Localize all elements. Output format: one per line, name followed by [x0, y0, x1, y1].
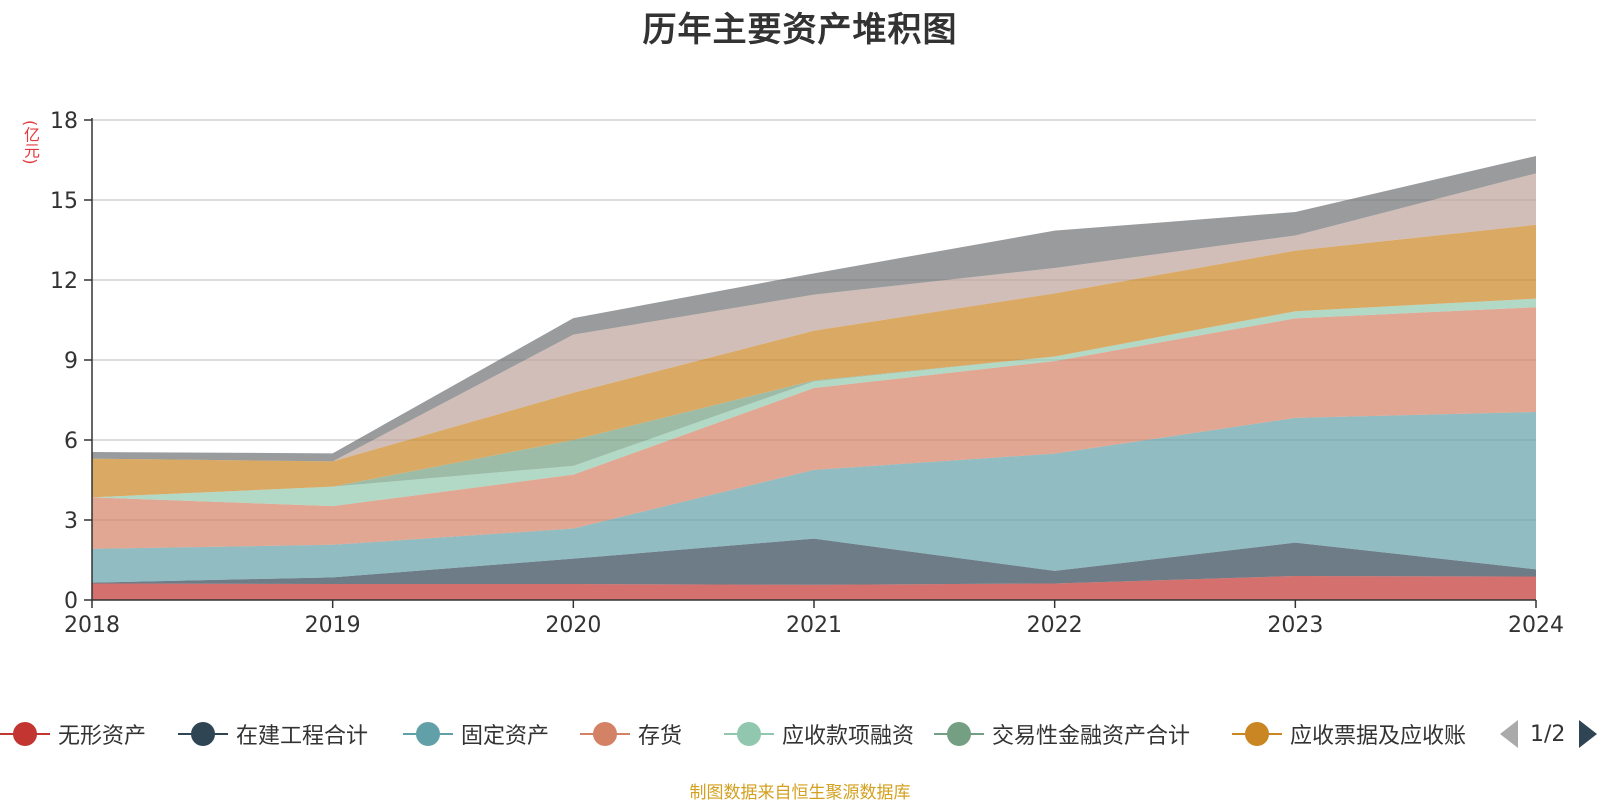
- legend-item[interactable]: 应收票据及应收账: [1232, 714, 1466, 754]
- legend-item[interactable]: 在建工程合计: [178, 714, 368, 754]
- legend-marker-icon: [1232, 714, 1282, 754]
- legend-marker-icon: [178, 714, 228, 754]
- chart-title: 历年主要资产堆积图: [642, 10, 958, 50]
- legend-item[interactable]: 无形资产: [0, 714, 146, 754]
- y-tick-label: 12: [50, 269, 78, 294]
- y-tick-label: 3: [64, 509, 78, 534]
- x-tick-label: 2023: [1267, 613, 1323, 638]
- legend-next-page-icon[interactable]: [1579, 720, 1598, 748]
- legend-label: 应收款项融资: [782, 724, 915, 749]
- legend-marker-dot: [737, 722, 761, 746]
- x-tick-label: 2021: [786, 613, 842, 638]
- legend-page-indicator: 1/2: [1530, 721, 1566, 747]
- area-series-8: [92, 156, 1536, 462]
- legend-label: 在建工程合计: [236, 724, 369, 749]
- area-series-3: [92, 307, 1536, 549]
- x-tick-label: 2022: [1027, 613, 1083, 638]
- area-series-6: [92, 224, 1536, 498]
- legend-marker-dot: [13, 722, 37, 746]
- y-axis-unit-label: (亿元): [21, 120, 40, 165]
- legend-label: 固定资产: [461, 724, 550, 749]
- stacked-area-chart: 0 3 6 9 12 15 18 2018 2019 2020 2021 2022 2023 2024: [50, 109, 1564, 638]
- legend-label: 存货: [638, 724, 683, 749]
- area-series-7: [92, 173, 1536, 462]
- chart-legend: 无形资产 在建工程合计 固定资产 存货 应收款项融资 交易性金融资产合计 应收票据及应收账: [0, 714, 1600, 754]
- y-tick-label: 0: [64, 589, 78, 614]
- area-series-1: [92, 538, 1536, 585]
- legend-prev-page-icon[interactable]: [1500, 720, 1518, 748]
- legend-pager: 1/2: [1500, 714, 1598, 754]
- legend-label: 无形资产: [58, 724, 147, 749]
- x-tick-label: 2024: [1508, 613, 1564, 638]
- legend-item[interactable]: 存货: [580, 714, 682, 754]
- data-source-note: 制图数据来自恒生聚源数据库: [689, 783, 911, 800]
- y-tick-label: 18: [50, 109, 78, 134]
- legend-marker-dot: [416, 722, 440, 746]
- area-series-2: [92, 412, 1536, 583]
- legend-item[interactable]: 交易性金融资产合计: [934, 714, 1190, 754]
- y-tick-label: 6: [64, 429, 78, 454]
- legend-marker-dot: [1245, 722, 1269, 746]
- x-tick-label: 2020: [545, 613, 601, 638]
- x-tick-label: 2019: [305, 613, 361, 638]
- y-tick-label: 9: [64, 349, 78, 374]
- legend-marker-icon: [580, 714, 630, 754]
- legend-item[interactable]: 应收款项融资: [724, 714, 914, 754]
- legend-label: 应收票据及应收账: [1290, 724, 1467, 749]
- x-tick-label: 2018: [64, 613, 120, 638]
- area-series-0: [92, 576, 1536, 600]
- legend-marker-icon: [0, 714, 50, 754]
- legend-marker-dot: [593, 722, 617, 746]
- legend-item[interactable]: 固定资产: [403, 714, 549, 754]
- legend-marker-icon: [724, 714, 774, 754]
- legend-marker-dot: [947, 722, 971, 746]
- legend-marker-icon: [934, 714, 984, 754]
- y-tick-label: 15: [50, 189, 78, 214]
- legend-label: 交易性金融资产合计: [992, 724, 1191, 749]
- legend-marker-dot: [191, 722, 215, 746]
- legend-marker-icon: [403, 714, 453, 754]
